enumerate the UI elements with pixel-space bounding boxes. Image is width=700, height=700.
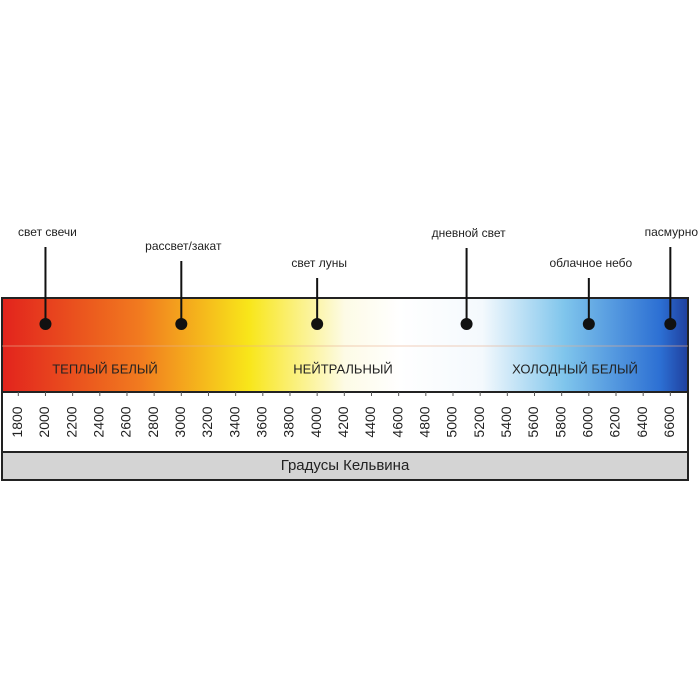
axis-title-band — [1, 451, 689, 481]
x-tick-label: 3000 — [172, 406, 188, 437]
marker-dot — [175, 318, 188, 330]
x-tick-label: 3400 — [226, 406, 242, 437]
x-tick-label: 4400 — [362, 406, 378, 437]
marker-label: свет луны — [291, 256, 347, 270]
x-tick-label: 6600 — [661, 406, 677, 437]
x-tick-label: 4800 — [417, 406, 433, 437]
marker-label: рассвет/закат — [145, 239, 222, 253]
zone-label: НЕЙТРАЛЬНЫЙ — [293, 361, 392, 376]
x-tick-label: 6000 — [580, 406, 596, 437]
marker-label: дневной свет — [432, 226, 507, 240]
x-tick-label: 5000 — [444, 406, 460, 437]
marker-label: облачное небо — [549, 256, 632, 270]
x-tick-label: 1800 — [9, 406, 25, 437]
marker-dot — [582, 318, 595, 330]
x-tick-label: 6400 — [634, 406, 650, 437]
x-tick-label: 3800 — [281, 406, 297, 437]
x-tick-label: 2200 — [63, 406, 79, 437]
x-tick-label: 2000 — [36, 406, 52, 437]
x-tick-label: 5200 — [471, 406, 487, 437]
marker-dot — [311, 318, 324, 330]
x-tick-label: 2400 — [91, 406, 107, 437]
x-tick-label: 6200 — [607, 406, 623, 437]
x-tick-label: 3200 — [199, 406, 215, 437]
zone-label: ХОЛОДНЫЙ БЕЛЫЙ — [512, 361, 638, 376]
marker-dot — [664, 318, 677, 330]
x-tick-label: 2600 — [118, 406, 134, 437]
color-bar — [1, 297, 689, 393]
x-tick-label: 4600 — [389, 406, 405, 437]
x-tick-label: 5400 — [498, 406, 514, 437]
zone-label: ТЕПЛЫЙ БЕЛЫЙ — [52, 361, 158, 376]
x-tick-label: 5800 — [552, 406, 568, 437]
x-tick-label: 4000 — [308, 406, 324, 437]
x-tick-label: 2800 — [145, 406, 161, 437]
x-tick-label: 4200 — [335, 406, 351, 437]
x-tick-label: 5600 — [525, 406, 541, 437]
marker-dot — [39, 318, 52, 330]
marker-label: пасмурно — [645, 225, 699, 239]
scale-layer: 1800 2000 2200 2400 2600 2800 3000 3200 3400 3600… — [9, 225, 698, 437]
marker-label: свет свечи — [18, 225, 77, 239]
marker-dot — [460, 318, 473, 330]
axis-title: Градусы Кельвина — [281, 457, 410, 474]
x-tick-label: 3600 — [254, 406, 270, 437]
